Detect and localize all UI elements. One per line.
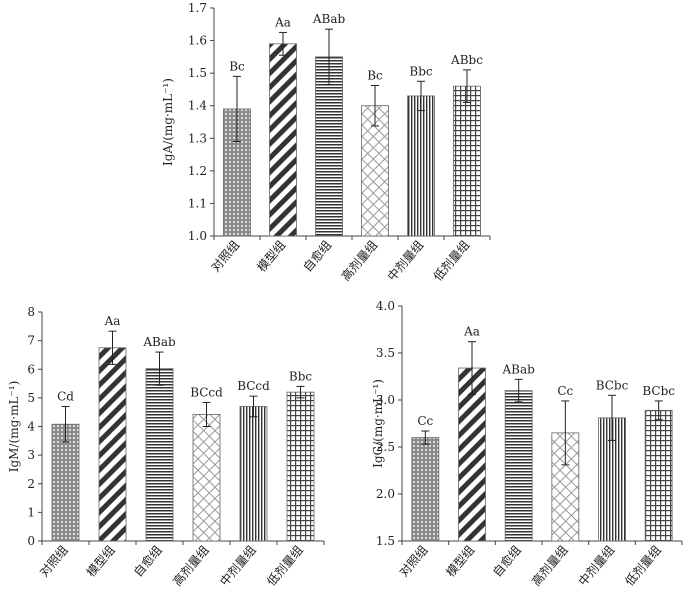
y-tick-label: 1.5 — [376, 534, 395, 548]
y-tick-label: 2 — [27, 477, 35, 491]
category-label: 模型组 — [443, 543, 477, 580]
y-tick-label: 1.7 — [188, 1, 207, 15]
bar — [361, 105, 389, 237]
iga-chart: 1.0 1.1 1.2 1.3 1.4 1.5 1.6 1.7 IgA/(mg·mL⁻¹) Bc 对… — [161, 1, 491, 284]
y-tick-label: 1.1 — [188, 196, 207, 210]
significance-label: BCcd — [190, 385, 223, 399]
significance-label: Cd — [57, 389, 74, 403]
category-label: 自愈组 — [300, 237, 335, 274]
y-tick-label: 1.3 — [188, 131, 207, 145]
significance-label: Aa — [104, 314, 121, 328]
significance-label: Bc — [229, 59, 245, 73]
significance-label: ABbc — [450, 53, 483, 67]
y-tick-label: 2.0 — [376, 487, 395, 501]
y-axis-label: IgM/(mg·mL⁻¹) — [7, 381, 21, 472]
bar — [239, 406, 268, 542]
significance-label: Bbc — [289, 369, 313, 383]
significance-label: Aa — [463, 325, 480, 339]
significance-label: Cc — [557, 384, 573, 398]
category-label: 高剂量组 — [169, 542, 211, 588]
bar — [504, 390, 533, 542]
igm-chart: 0 1 2 3 4 5 6 7 8 IgM/(mg·mL⁻¹) Cd 对照组 Aa 模型组 ABab 自愈组 B… — [7, 305, 325, 589]
category-label: 模型组 — [84, 543, 118, 580]
significance-label: ABab — [502, 362, 536, 376]
y-tick-label: 1 — [27, 505, 35, 519]
bar — [644, 409, 673, 542]
category-label: 高剂量组 — [338, 237, 380, 283]
y-tick-label: 3.0 — [376, 393, 395, 407]
category-label: 高剂量组 — [528, 542, 570, 588]
significance-label: ABab — [312, 12, 346, 26]
category-label: 低剂量组 — [263, 542, 305, 588]
y-tick-label: 3.5 — [376, 346, 395, 360]
category-label: 低剂量组 — [622, 542, 664, 588]
category-label: 模型组 — [254, 238, 288, 275]
y-tick-label: 1.6 — [188, 34, 207, 48]
y-tick-label: 2.5 — [376, 440, 395, 454]
significance-label: BCbc — [596, 378, 629, 392]
bar — [453, 85, 481, 237]
category-label: 对照组 — [37, 543, 71, 580]
bar — [411, 437, 440, 542]
significance-label: ABab — [142, 335, 176, 349]
significance-label: Cc — [417, 414, 433, 428]
significance-label: Bc — [367, 69, 383, 83]
y-tick-label: 1.4 — [188, 99, 207, 113]
significance-label: Aa — [274, 15, 291, 29]
bar — [269, 43, 297, 237]
category-label: 低剂量组 — [430, 237, 472, 283]
category-label: 自愈组 — [489, 542, 524, 579]
bar — [98, 347, 127, 542]
y-tick-label: 3 — [27, 448, 35, 462]
category-label: 对照组 — [397, 543, 431, 580]
y-tick-label: 1.5 — [188, 66, 207, 80]
category-label: 对照组 — [208, 238, 242, 275]
category-label: 中剂量组 — [575, 542, 617, 588]
y-tick-label: 1.0 — [188, 229, 207, 243]
y-axis-label: IgA/(mg·mL⁻¹) — [161, 78, 175, 166]
igg-chart: 1.5 2.0 2.5 3.0 3.5 4.0 IgG/(mg·mL⁻¹) Cc 对照组 Aa 模型… — [371, 299, 683, 589]
bar — [407, 95, 435, 237]
y-tick-label: 1.2 — [188, 164, 207, 178]
category-label: 中剂量组 — [216, 542, 258, 588]
bar — [145, 368, 174, 542]
bar — [286, 391, 315, 542]
bar — [192, 414, 221, 542]
category-label: 中剂量组 — [384, 237, 426, 283]
y-tick-label: 8 — [27, 305, 35, 319]
bar — [51, 423, 80, 542]
significance-label: Bbc — [409, 64, 433, 78]
category-label: 自愈组 — [130, 542, 165, 579]
y-axis-label: IgG/(mg·mL⁻¹) — [371, 379, 385, 468]
y-tick-label: 4.0 — [376, 299, 395, 313]
y-tick-label: 0 — [27, 534, 35, 548]
y-tick-label: 4 — [27, 420, 35, 434]
y-tick-label: 6 — [27, 362, 35, 376]
y-tick-label: 5 — [27, 391, 35, 405]
significance-label: BCcd — [237, 379, 270, 393]
bar — [315, 56, 343, 237]
significance-label: BCbc — [642, 384, 675, 398]
y-tick-label: 7 — [27, 334, 35, 348]
